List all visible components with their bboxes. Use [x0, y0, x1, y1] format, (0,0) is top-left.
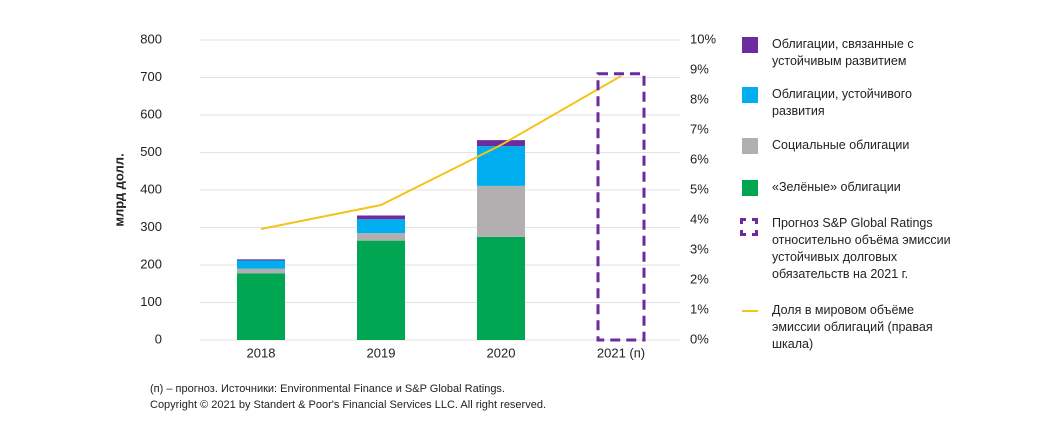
- legend-swatch: [742, 37, 758, 53]
- y-tick-label: 800: [140, 31, 162, 46]
- y2-tick-label: 4%: [690, 211, 709, 226]
- bar-segment: [237, 268, 285, 274]
- x-tick-label: 2019: [367, 345, 396, 360]
- y-tick-label: 400: [140, 181, 162, 196]
- footnote: Copyright © 2021 by Standert & Poor's Fi…: [150, 399, 547, 411]
- legend-swatch: [742, 87, 758, 103]
- legend-swatch: [740, 218, 758, 236]
- y-axis-label: млрд долл.: [111, 153, 126, 226]
- bar-segment: [477, 185, 525, 237]
- y2-tick-label: 5%: [690, 181, 709, 196]
- bar-segment: [237, 259, 285, 261]
- y-tick-label: 600: [140, 106, 162, 121]
- x-tick-label: 2018: [247, 345, 276, 360]
- y2-tick-label: 1%: [690, 301, 709, 316]
- legend-label: «Зелёные» облигации: [772, 180, 901, 194]
- legend-swatch: [742, 310, 758, 312]
- y-tick-label: 200: [140, 256, 162, 271]
- y2-tick-label: 3%: [690, 241, 709, 256]
- legend-label: Облигации, устойчивого развития: [772, 87, 912, 118]
- bar-segment: [477, 146, 525, 186]
- y2-tick-label: 0%: [690, 331, 709, 346]
- y2-tick-label: 8%: [690, 91, 709, 106]
- legend-swatch: [742, 180, 758, 196]
- legend-label: Прогноз S&P Global Ratings относительно …: [772, 216, 951, 281]
- y-tick-label: 100: [140, 294, 162, 309]
- footnote: (п) – прогноз. Источники: Environmental …: [150, 383, 505, 395]
- legend-label: Доля в мировом объёме эмиссии облигаций …: [772, 303, 933, 351]
- y-tick-label: 0: [155, 331, 162, 346]
- y2-tick-label: 2%: [690, 271, 709, 286]
- legend-label: Облигации, связанные с устойчивым развит…: [772, 37, 914, 68]
- bar-segment: [357, 215, 405, 220]
- forecast-box: [596, 72, 646, 342]
- bar-segment: [477, 140, 525, 147]
- bar-segment: [357, 240, 405, 340]
- y2-tick-label: 7%: [690, 121, 709, 136]
- x-tick-label: 2020: [487, 345, 516, 360]
- y2-tick-label: 6%: [690, 151, 709, 166]
- legend-swatch: [742, 138, 758, 154]
- share-line: [260, 75, 622, 230]
- x-tick-label: 2021 (п): [597, 345, 645, 360]
- bar-segment: [477, 236, 525, 340]
- y2-tick-label: 9%: [690, 61, 709, 76]
- y-tick-label: 300: [140, 219, 162, 234]
- legend-label: Социальные облигации: [772, 138, 910, 152]
- y2-tick-label: 10%: [690, 31, 716, 46]
- y-tick-label: 500: [140, 144, 162, 159]
- bar-segment: [237, 273, 285, 340]
- bar-segment: [357, 233, 405, 241]
- bar-segment: [237, 260, 285, 269]
- bar-segment: [357, 219, 405, 234]
- y-tick-label: 700: [140, 69, 162, 84]
